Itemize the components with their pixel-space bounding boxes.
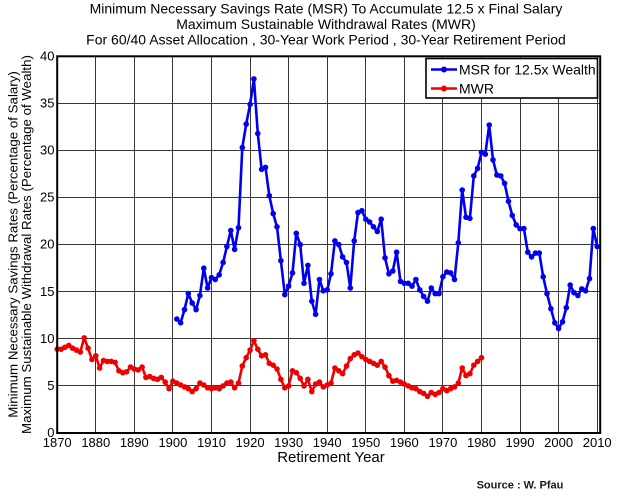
svg-text:35: 35 <box>40 96 54 111</box>
svg-text:1950: 1950 <box>351 435 380 450</box>
svg-text:1880: 1880 <box>81 435 110 450</box>
svg-text:Maximum Sustainable Withdrawal: Maximum Sustainable Withdrawal Rates (Pe… <box>19 55 34 434</box>
svg-text:1910: 1910 <box>197 435 226 450</box>
svg-text:1930: 1930 <box>274 435 303 450</box>
svg-text:MSR for 12.5x Wealth: MSR for 12.5x Wealth <box>459 62 596 78</box>
svg-text:1990: 1990 <box>506 435 535 450</box>
svg-text:1980: 1980 <box>467 435 496 450</box>
svg-text:2010: 2010 <box>583 435 612 450</box>
svg-text:30: 30 <box>40 143 54 158</box>
svg-text:10: 10 <box>40 331 54 346</box>
svg-text:1900: 1900 <box>158 435 187 450</box>
svg-text:Maximum Sustainable Withdrawal: Maximum Sustainable Withdrawal Rates (MW… <box>176 16 476 32</box>
svg-text:MWR: MWR <box>459 81 494 97</box>
svg-text:25: 25 <box>40 190 54 205</box>
svg-text:2000: 2000 <box>544 435 573 450</box>
svg-text:1890: 1890 <box>120 435 149 450</box>
svg-text:0: 0 <box>47 425 54 440</box>
svg-text:15: 15 <box>40 284 54 299</box>
svg-text:Minimum Necessary Savings Rate: Minimum Necessary Savings Rate (MSR) To … <box>90 1 563 17</box>
svg-text:40: 40 <box>40 48 54 63</box>
svg-text:1870: 1870 <box>43 435 72 450</box>
svg-text:1960: 1960 <box>390 435 419 450</box>
svg-text:1940: 1940 <box>313 435 342 450</box>
svg-text:5: 5 <box>47 378 54 393</box>
svg-text:1970: 1970 <box>428 435 457 450</box>
svg-text:20: 20 <box>40 237 54 252</box>
svg-text:Source : W. Pfau: Source : W. Pfau <box>477 480 564 492</box>
svg-text:Retirement Year: Retirement Year <box>277 449 385 466</box>
svg-text:For 60/40 Asset Allocation , 3: For 60/40 Asset Allocation , 30-Year Wor… <box>86 32 566 48</box>
svg-text:1920: 1920 <box>236 435 265 450</box>
svg-text:Minimum Necessary Savings Rate: Minimum Necessary Savings Rates (Percent… <box>6 71 21 418</box>
